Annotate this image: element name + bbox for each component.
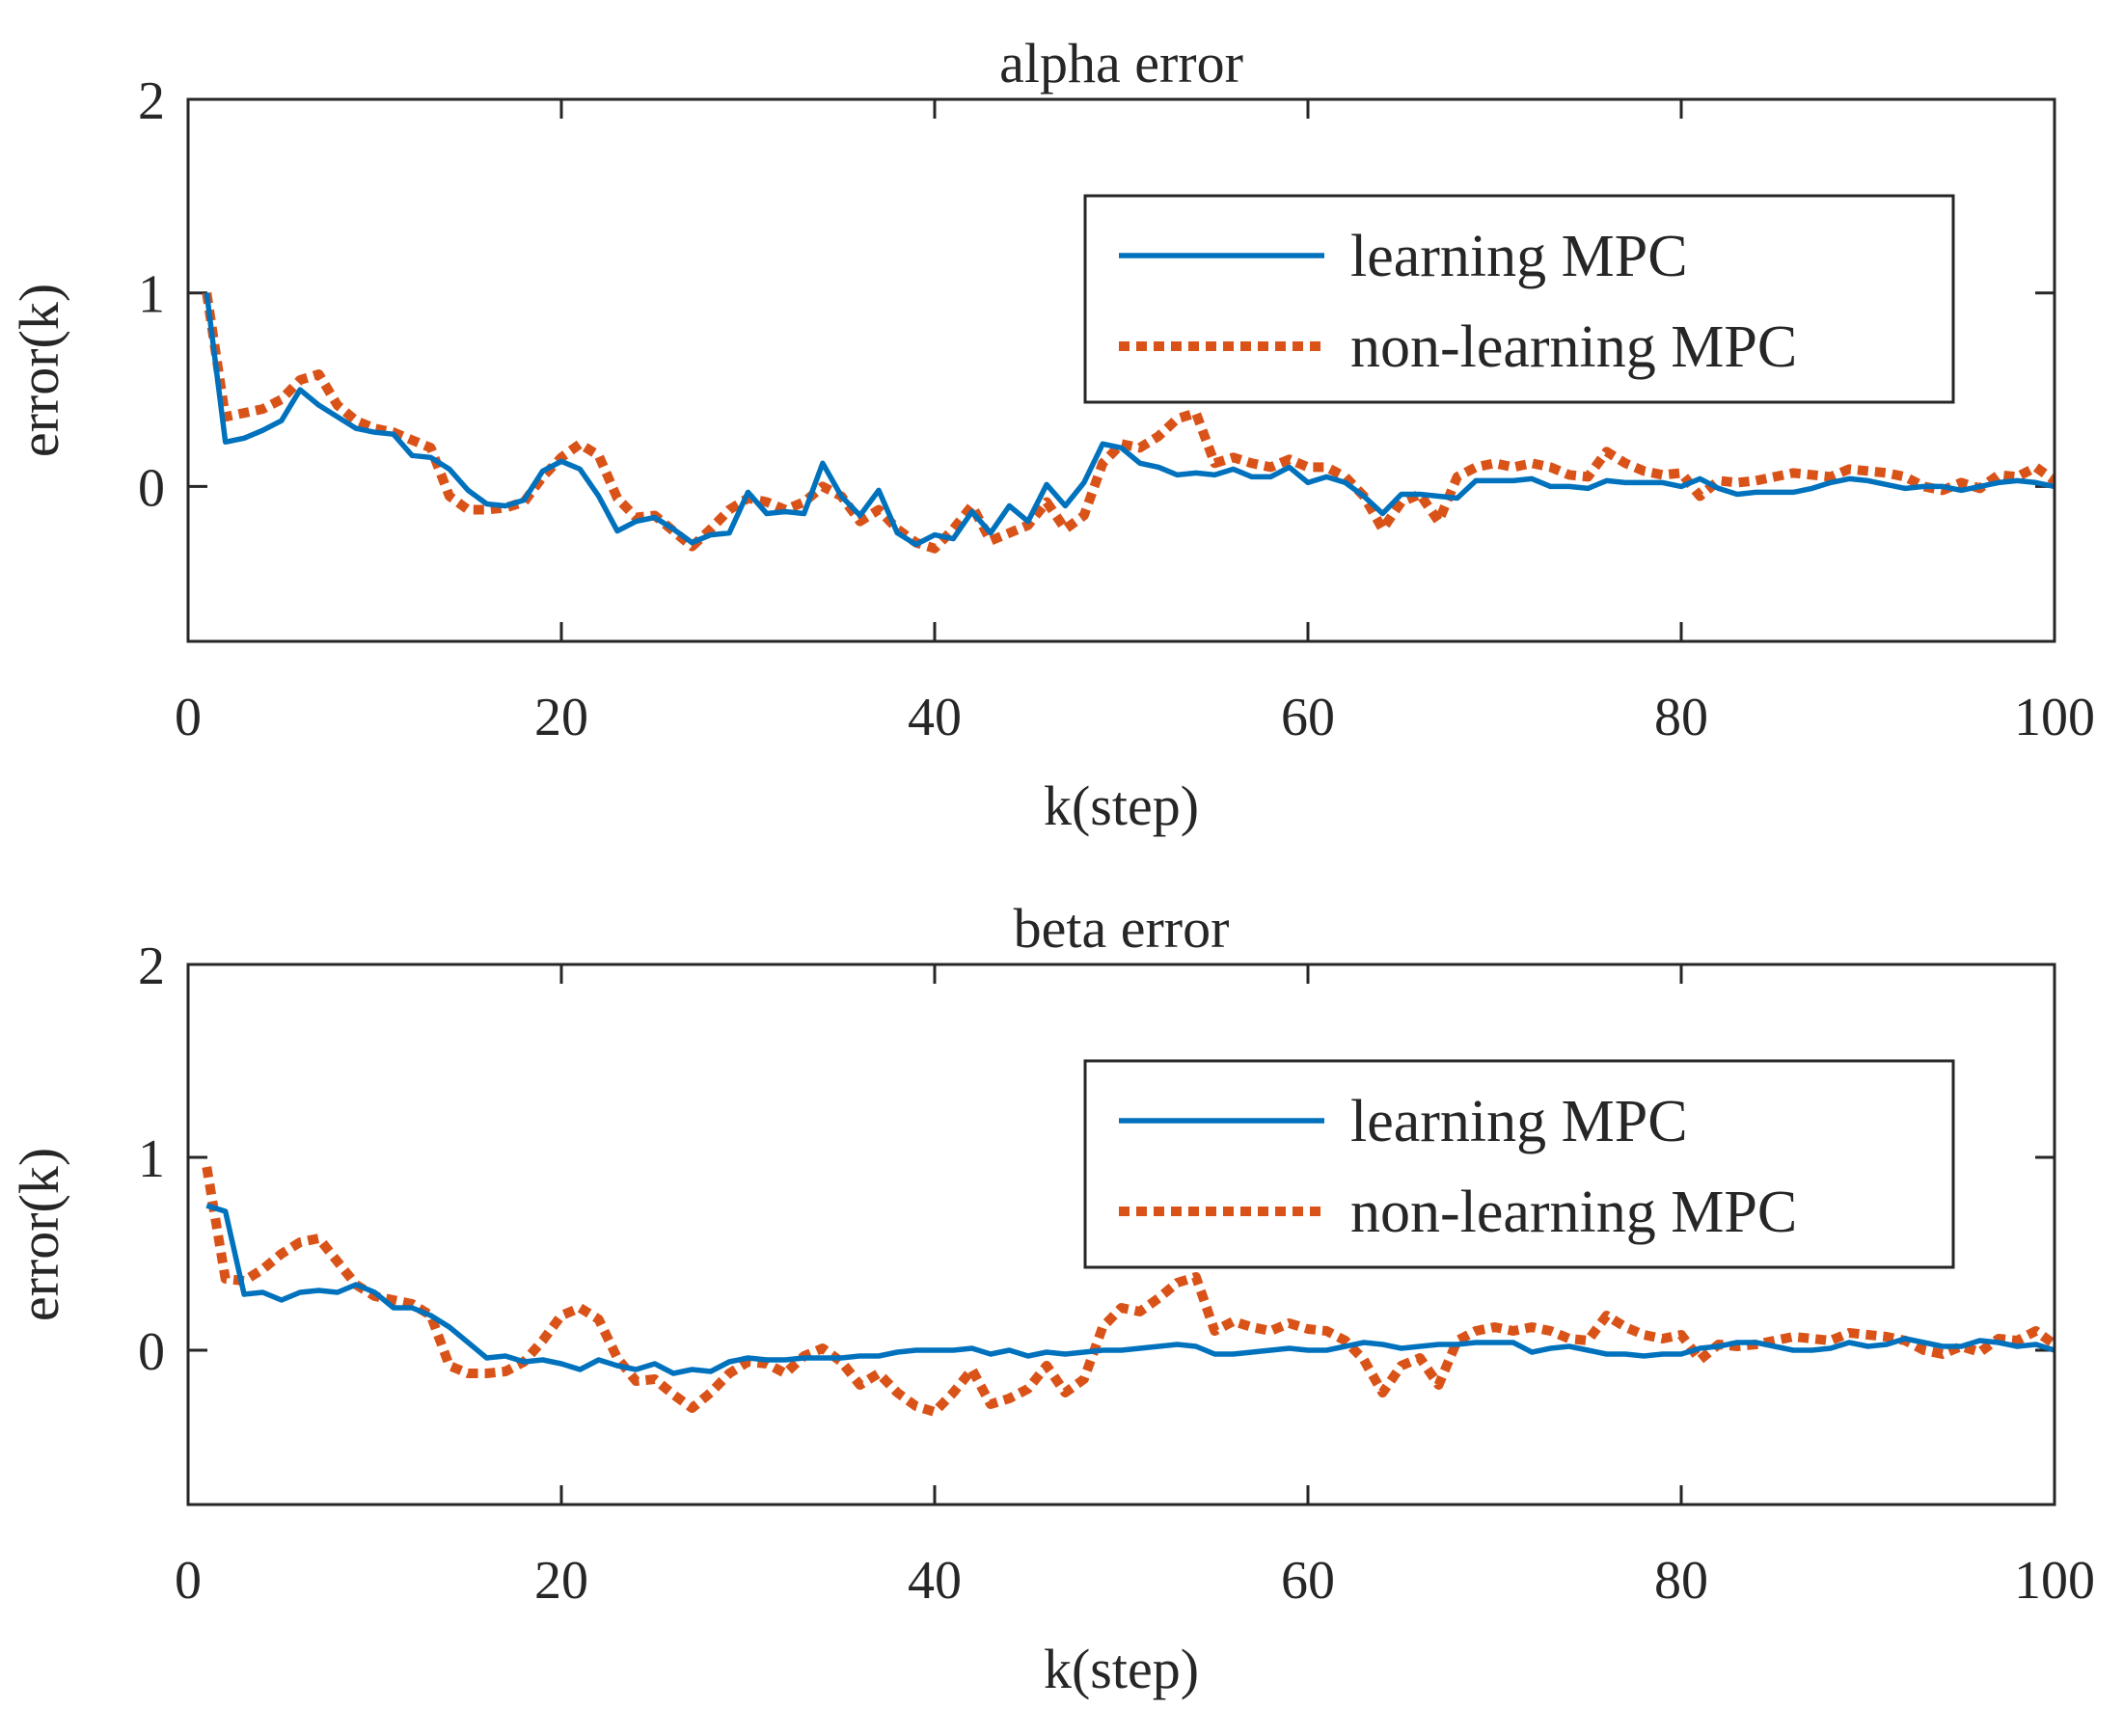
y-tick-label: 2 <box>138 71 165 131</box>
x-tick-label: 60 <box>1281 1551 1335 1611</box>
y-tick-label: 1 <box>138 265 165 325</box>
x-tick-label: 80 <box>1654 688 1708 747</box>
series-group <box>202 291 2055 554</box>
legend-label: non-learning MPC <box>1350 1180 1797 1245</box>
x-tick-label: 80 <box>1654 1551 1708 1611</box>
y-tick-label: 1 <box>138 1129 165 1189</box>
series-learning-mpc-line <box>205 1203 2055 1376</box>
y-axis-label: error(k) <box>8 284 70 457</box>
x-tick-label: 100 <box>2014 1551 2095 1611</box>
legend: learning MPC non-learning MPC <box>1083 194 1955 404</box>
x-tick-label: 60 <box>1281 688 1335 747</box>
x-tick-label: 0 <box>175 1551 202 1611</box>
legend-label: non-learning MPC <box>1350 314 1797 380</box>
x-axis-label: k(step) <box>1044 774 1199 837</box>
axes-frame <box>186 963 2056 1506</box>
y-tick-label: 0 <box>138 1322 165 1382</box>
y-tick-label: 2 <box>138 936 165 996</box>
legend: learning MPC non-learning MPC <box>1083 1059 1955 1269</box>
x-tick-label: 40 <box>908 688 962 747</box>
x-tick-label: 0 <box>175 688 202 747</box>
chart-title: beta error <box>1014 897 1230 960</box>
y-axis-label: error(k) <box>8 1148 70 1321</box>
legend-box <box>1083 194 1955 404</box>
legend-label: learning MPC <box>1350 224 1688 289</box>
legend-box <box>1083 1059 1955 1269</box>
x-axis-label: k(step) <box>1044 1638 1199 1700</box>
legend-label: learning MPC <box>1350 1089 1688 1154</box>
x-tick-label: 20 <box>534 688 588 747</box>
x-tick-label: 100 <box>2014 688 2095 747</box>
series-learning-mpc-line <box>204 292 2055 548</box>
x-tick-label: 40 <box>908 1551 962 1611</box>
y-tick-label: 0 <box>138 458 165 518</box>
series-group <box>202 1166 2055 1417</box>
axes-frame <box>186 97 2056 643</box>
x-tick-label: 20 <box>534 1551 588 1611</box>
chart-title: alpha error <box>999 32 1243 95</box>
